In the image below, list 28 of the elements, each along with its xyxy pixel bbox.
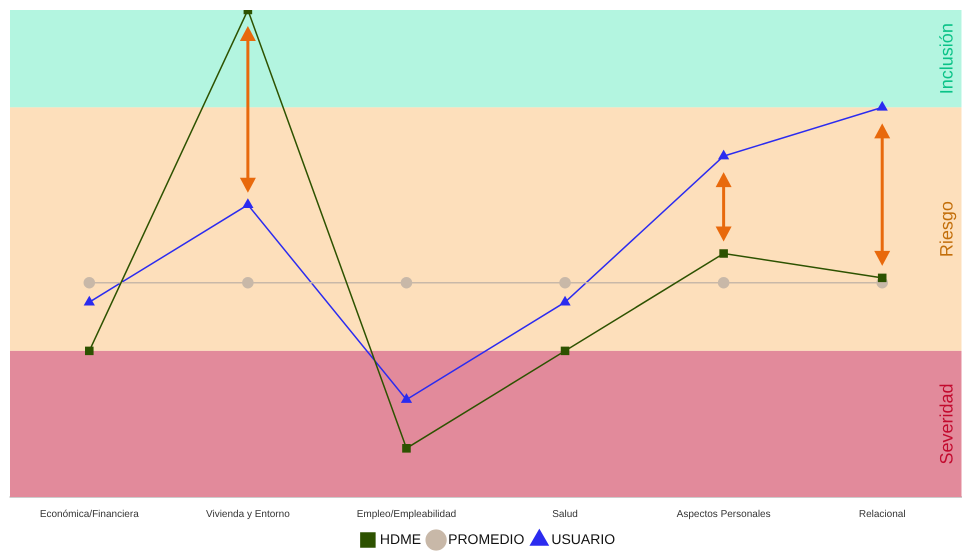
x-tick-label: Aspectos Personales (676, 508, 771, 520)
x-tick-label: Salud (552, 508, 578, 520)
x-tick-label: Vivienda y Entorno (206, 508, 290, 520)
point (878, 274, 886, 282)
x-tick-label: Relacional (858, 508, 906, 520)
point (85, 346, 94, 356)
point (84, 296, 94, 306)
point (401, 394, 412, 403)
point (402, 444, 411, 453)
point (560, 296, 570, 306)
band-label: Riesgo (936, 201, 956, 258)
point (559, 276, 571, 288)
point (400, 276, 412, 288)
point (242, 199, 253, 208)
legend-label: HDME (380, 530, 422, 547)
point (560, 346, 570, 356)
legend-label: PROMEDIO (448, 530, 524, 547)
band-label: Severidad (936, 383, 956, 464)
point (84, 276, 96, 288)
point (242, 276, 254, 288)
x-tick-label: Económica/Financiera (40, 508, 140, 520)
point (877, 102, 888, 111)
point (719, 249, 728, 258)
x-tick-label: Empleo/Empleabilidad (356, 508, 456, 520)
band-label: Inclusión (936, 23, 956, 94)
point (718, 150, 729, 160)
point (718, 276, 730, 288)
legend-label: USUARIO (551, 530, 616, 547)
